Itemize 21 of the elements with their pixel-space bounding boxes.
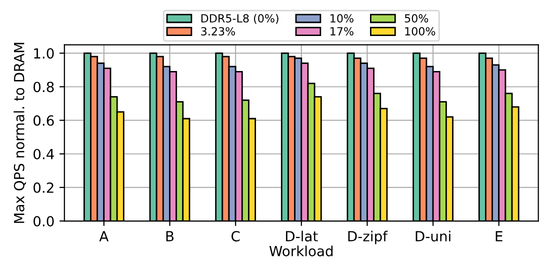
x-tick-label: E <box>496 231 502 242</box>
y-tick-label: 0.4 <box>34 148 54 160</box>
legend-label: 50% <box>404 14 428 23</box>
x-tick-label: B <box>166 231 174 242</box>
y-tick-label: 1.0 <box>34 48 54 59</box>
x-tick-label: C <box>232 230 240 242</box>
x-tick-label: D-lat <box>286 230 318 242</box>
y-tick-label: 0.8 <box>34 82 54 92</box>
legend-label: 3.23% <box>201 27 236 36</box>
x-axis-title: Workload <box>269 246 333 256</box>
legend-label: DDR5-L8 (0%) <box>201 14 278 24</box>
legend-label: 100% <box>405 27 436 36</box>
y-axis-title: Max QPS normal. to DRAM <box>14 42 26 223</box>
x-tick-label: D-zipf <box>348 230 388 244</box>
legend-label: 17% <box>330 27 354 36</box>
y-tick-label: 0.6 <box>34 115 54 126</box>
y-tick-label: 0.2 <box>34 182 54 193</box>
x-tick-label: A <box>99 231 109 242</box>
legend-label: 10% <box>330 14 354 23</box>
y-tick-label: 0.0 <box>34 216 54 226</box>
x-tick-label: D-uni <box>416 230 450 242</box>
